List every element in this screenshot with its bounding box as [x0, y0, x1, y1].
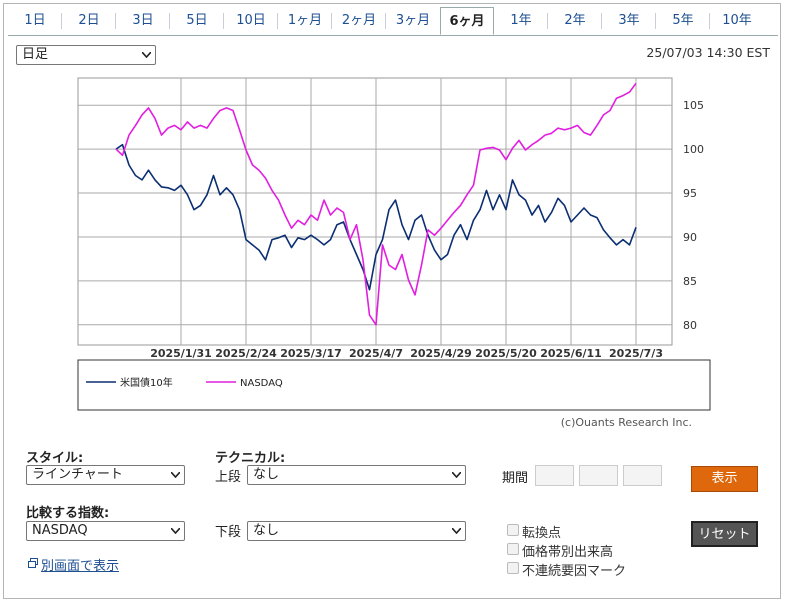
arrow [142, 52, 151, 58]
period-tab[interactable]: 1ヶ月 [278, 7, 332, 34]
period-input[interactable] [535, 465, 574, 486]
x-tick-label: 2025/3/17 [280, 347, 342, 360]
period-input[interactable] [579, 465, 618, 486]
series-line [115, 143, 637, 291]
legend-label: NASDAQ [240, 378, 283, 389]
show-button[interactable]: 表示 [691, 466, 758, 492]
select-value: NASDAQ [32, 523, 88, 538]
style-select[interactable]: ラインチャート [26, 465, 185, 485]
compare-label: 比較する指数: [26, 506, 110, 521]
chart: 80 85 90 95 100 105 2025/1/31 2025/2/24 2025/3/1… [77, 77, 711, 411]
checkbox-label: 転換点 [522, 526, 562, 541]
arrow [171, 528, 180, 534]
popup-link[interactable]: 別画面で表示 [41, 559, 120, 574]
legend-label: 米国債10年 [120, 376, 173, 389]
copyright: (c)Ouants Research Inc. [560, 416, 692, 429]
period-tab[interactable]: 10年 [722, 13, 752, 28]
arrow [452, 472, 461, 478]
period-tab[interactable]: 3ヶ月 [395, 13, 431, 28]
period-tabs: 1日 2日 3日 5日 10日 1ヶ月 2ヶ月 3ヶ月 6ヶ月 1年 2年 3年 5年 10年 [8, 7, 778, 36]
reset-button[interactable]: リセット [691, 521, 758, 547]
compare-select[interactable]: NASDAQ [26, 521, 185, 541]
timestamp: 25/07/03 14:30 EST [646, 45, 770, 60]
period-tab[interactable]: 3年 [602, 7, 656, 34]
arrow [452, 528, 461, 534]
y-tick-label: 85 [683, 275, 697, 288]
checkbox-label: 不連続要因マーク [522, 564, 627, 579]
x-tick-label: 2025/4/29 [410, 347, 472, 360]
period-tab[interactable]: 5日 [170, 7, 224, 34]
y-tick-label: 105 [683, 99, 704, 112]
series-line [115, 82, 637, 326]
x-tick-label: 2025/5/20 [475, 347, 537, 360]
upper-label: 上段 [215, 470, 242, 485]
period-input[interactable] [623, 465, 662, 486]
x-tick-label: 2025/2/24 [215, 347, 277, 360]
legend-box [77, 359, 711, 411]
period-tab[interactable]: 3日 [116, 7, 170, 34]
period-tab[interactable]: 1日 [8, 7, 62, 34]
upper-select[interactable]: なし [247, 465, 466, 485]
checkbox[interactable] [507, 524, 519, 536]
style-label: スタイル: [26, 451, 84, 466]
checkbox[interactable] [507, 562, 519, 574]
x-tick-label: 2025/7/3 [609, 347, 663, 360]
lower-label: 下段 [215, 525, 242, 540]
popup-icon [28, 558, 38, 568]
checkbox[interactable] [507, 543, 519, 555]
technical-label: テクニカル: [215, 451, 286, 466]
select-value: ラインチャート [32, 467, 123, 482]
select-value: なし [253, 467, 280, 482]
y-tick-label: 90 [683, 231, 697, 244]
period-tab[interactable]: 2日 [62, 7, 116, 34]
x-tick-label: 2025/4/7 [349, 347, 403, 360]
period-tab[interactable]: 2年 [548, 7, 602, 34]
period-label: 期間 [502, 471, 529, 486]
arrow [171, 472, 180, 478]
x-tick-label: 2025/6/11 [540, 347, 602, 360]
checkbox-label: 価格帯別出来高 [522, 545, 614, 560]
period-tab[interactable]: 2ヶ月 [332, 7, 386, 34]
y-tick-label: 80 [683, 319, 697, 332]
period-tab[interactable]: 10日 [224, 7, 278, 34]
plot-area [77, 77, 673, 346]
lower-select[interactable]: なし [247, 521, 466, 541]
period-tab[interactable]: 6ヶ月 [440, 7, 494, 35]
period-tab[interactable]: 5年 [656, 7, 710, 34]
interval-select[interactable]: 日足 [16, 45, 156, 65]
select-value: なし [253, 523, 280, 538]
y-tick-label: 100 [683, 143, 704, 156]
select-value: 日足 [22, 47, 49, 62]
frame [3, 3, 781, 599]
x-tick-label: 2025/1/31 [150, 347, 212, 360]
period-tab[interactable]: 1年 [494, 7, 548, 34]
y-tick-label: 95 [683, 187, 697, 200]
